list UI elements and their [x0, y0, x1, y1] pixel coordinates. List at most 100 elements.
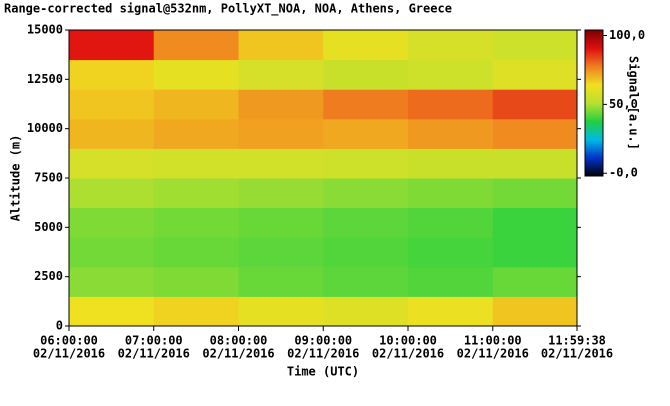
colorbar-tick-label: -0,0 — [609, 166, 638, 180]
colorbar-step — [585, 40, 603, 43]
heatmap-cell — [323, 118, 409, 149]
heatmap-cell — [238, 207, 324, 238]
colorbar-step — [585, 48, 603, 51]
heatmap-cell — [153, 296, 240, 327]
colorbar-step — [585, 34, 603, 37]
heatmap-cell — [238, 118, 324, 149]
colorbar-step — [585, 38, 603, 41]
heatmap-cell — [408, 118, 494, 149]
colorbar-tick-label: 100,0 — [609, 28, 645, 42]
colorbar-step — [585, 154, 603, 157]
heatmap-cell — [408, 237, 494, 268]
colorbar-step — [585, 134, 603, 137]
colorbar-step — [585, 30, 603, 33]
y-tick-label: 12500 — [27, 72, 63, 86]
y-tick-label: 5000 — [34, 220, 63, 234]
colorbar-step — [585, 132, 603, 135]
colorbar-step — [585, 136, 603, 139]
colorbar-step — [585, 164, 603, 167]
colorbar-step — [585, 76, 603, 79]
heatmap-cell — [69, 296, 155, 327]
colorbar-step — [585, 60, 603, 63]
heatmap-cell — [408, 148, 494, 179]
heatmap-cell — [408, 207, 494, 238]
heatmap-cell — [408, 296, 494, 327]
colorbar-step — [585, 90, 603, 93]
colorbar-step — [585, 74, 603, 77]
heatmap-cell — [238, 59, 324, 90]
colorbar-frame — [584, 29, 604, 177]
heatmap-cell — [492, 89, 578, 120]
colorbar-step — [585, 86, 603, 89]
heatmap-cell — [323, 237, 409, 268]
heatmap-cell — [238, 237, 324, 268]
heatmap-cell — [238, 148, 324, 179]
x-tick-label: 09:00:00 — [294, 334, 352, 348]
y-tick-label: 10000 — [27, 121, 63, 135]
heatmap-cell — [492, 237, 578, 268]
colorbar-step — [585, 146, 603, 149]
colorbar-step — [585, 80, 603, 83]
colorbar-step — [585, 70, 603, 73]
colorbar-step — [585, 172, 603, 175]
heatmap-cell — [153, 266, 240, 297]
colorbar-step — [585, 156, 603, 159]
x-tick-label: 08:00:00 — [210, 334, 268, 348]
colorbar-step — [585, 54, 603, 57]
colorbar-step — [585, 88, 603, 91]
colorbar-step — [585, 92, 603, 95]
heatmap-cell — [408, 89, 494, 120]
colorbar-step — [585, 112, 603, 115]
x-tick-date: 02/11/2016 — [287, 347, 359, 361]
heatmap-cell — [69, 118, 155, 149]
heatmap-cell — [408, 266, 494, 297]
heatmap-cell — [492, 296, 578, 327]
heatmap-cell — [69, 148, 155, 179]
colorbar-step — [585, 170, 603, 173]
heatmap-cell — [323, 266, 409, 297]
heatmap-cell — [153, 118, 240, 149]
colorbar-step — [585, 100, 603, 103]
colorbar-step — [585, 78, 603, 81]
y-tick-label: 15000 — [27, 23, 63, 37]
heatmap-cell — [153, 237, 240, 268]
colorbar-step — [585, 152, 603, 155]
colorbar-step — [585, 142, 603, 145]
colorbar-step — [585, 50, 603, 53]
colorbar-step — [585, 42, 603, 45]
colorbar-step — [585, 158, 603, 161]
heatmap-cell — [69, 178, 155, 209]
heatmap-cell — [153, 207, 240, 238]
colorbar-step — [585, 96, 603, 99]
heatmap-cell — [323, 296, 409, 327]
heatmap-cell — [323, 148, 409, 179]
colorbar-step — [585, 104, 603, 107]
colorbar-step — [585, 66, 603, 69]
colorbar-step — [585, 106, 603, 109]
colorbar-step — [585, 68, 603, 71]
colorbar-step — [585, 114, 603, 117]
colorbar-step — [585, 118, 603, 121]
y-tick-label: 0 — [56, 319, 63, 333]
x-tick-label: 11:00:00 — [464, 334, 522, 348]
heatmap-cell — [238, 266, 324, 297]
colorbar-step — [585, 56, 603, 59]
colorbar-step — [585, 108, 603, 111]
colorbar-step — [585, 138, 603, 141]
colorbar-step — [585, 124, 603, 127]
x-tick-date: 02/11/2016 — [118, 347, 190, 361]
colorbar-step — [585, 52, 603, 55]
colorbar-step — [585, 46, 603, 49]
colorbar-step — [585, 116, 603, 119]
heatmap-cell — [408, 30, 494, 61]
heatmap-cell — [153, 148, 240, 179]
x-tick-label: 07:00:00 — [125, 334, 183, 348]
heatmap-cell — [492, 30, 578, 61]
x-tick-date: 02/11/2016 — [202, 347, 274, 361]
heatmap-cell — [69, 30, 155, 61]
heatmap-cell — [492, 178, 578, 209]
colorbar-step — [585, 62, 603, 65]
heatmap-cell — [153, 89, 240, 120]
heatmap-cell — [238, 89, 324, 120]
